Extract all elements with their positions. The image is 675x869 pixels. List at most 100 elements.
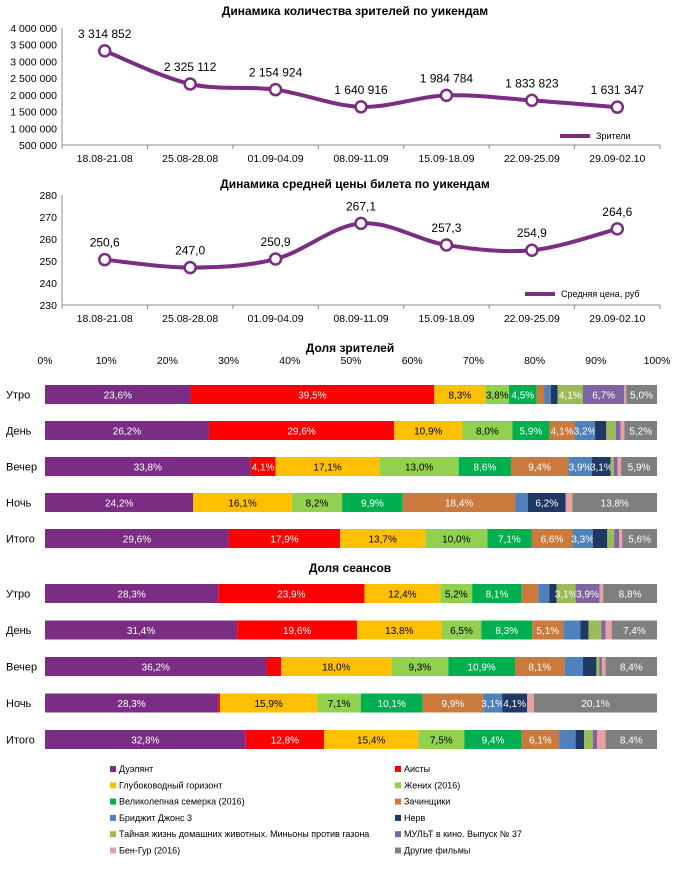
data-point xyxy=(97,44,112,58)
row-label: День xyxy=(6,426,32,438)
data-label: 250,9 xyxy=(261,235,291,249)
bar-segment xyxy=(515,657,565,676)
bar-segment xyxy=(45,385,191,404)
bar-value-label: 10,9% xyxy=(467,663,495,674)
bar-segment xyxy=(601,657,606,676)
bar-segment xyxy=(324,730,419,749)
bar-segment xyxy=(613,457,618,476)
bar-segment xyxy=(531,529,573,548)
bar-segment xyxy=(458,457,511,476)
bar-segment xyxy=(418,730,465,749)
legend-label: Зрители xyxy=(596,131,630,141)
bar-value-label: 8,8% xyxy=(619,590,642,601)
bar-segment xyxy=(245,730,325,749)
y-tick-label: 260 xyxy=(39,234,57,246)
data-point xyxy=(439,238,454,252)
legend-label: Глубоководный горизонт xyxy=(119,780,222,790)
chart-title: Динамика количества зрителей по уикендам xyxy=(222,4,489,18)
legend-swatch xyxy=(395,847,401,854)
bar-value-label: 29,6% xyxy=(123,535,151,546)
bar-segment xyxy=(291,493,343,512)
data-point xyxy=(354,216,368,231)
chart-title: Доля зрителей xyxy=(306,341,394,355)
bar-segment xyxy=(599,584,604,603)
bar-value-label: 8,1% xyxy=(486,590,509,601)
bar-segment xyxy=(611,620,657,640)
bar-value-label: 7,5% xyxy=(430,736,453,747)
bar-value-label: 10,9% xyxy=(414,427,442,438)
x-tick-label: 25.08-28.08 xyxy=(162,153,218,165)
bar-value-label: 18,4% xyxy=(445,499,473,510)
y-tick-label: 250 xyxy=(39,256,57,268)
legend-swatch xyxy=(110,831,116,838)
bar-segment xyxy=(45,529,229,548)
bar-segment xyxy=(357,620,442,640)
bar-segment xyxy=(422,693,484,713)
bar-segment xyxy=(584,730,593,749)
bar-value-label: 26,2% xyxy=(113,427,141,438)
bar-segment xyxy=(508,385,537,404)
bar-segment xyxy=(487,529,532,548)
x-tick-label: 30% xyxy=(218,355,239,367)
legend-label: Великолепная семерка (2016) xyxy=(119,797,245,807)
bar-value-label: 9,9% xyxy=(361,499,384,510)
bar-segment xyxy=(617,457,622,476)
bar-segment xyxy=(440,584,473,603)
bar-value-label: 6,7% xyxy=(592,391,615,402)
bar-segment xyxy=(521,584,539,603)
bar-segment xyxy=(483,693,503,713)
bar-segment xyxy=(572,493,657,512)
data-label: 1 640 916 xyxy=(334,83,388,97)
y-tick-label: 4 000 000 xyxy=(10,23,57,35)
bar-value-label: 9,4% xyxy=(528,463,551,474)
legend-swatch xyxy=(395,766,401,772)
bar-value-label: 28,3% xyxy=(117,590,145,601)
bar-segment xyxy=(568,457,592,476)
bar-value-label: 3,1% xyxy=(555,590,578,601)
y-tick-label: 3 500 000 xyxy=(10,40,57,52)
bar-segment xyxy=(228,529,341,548)
bar-segment xyxy=(237,620,358,640)
bar-segment xyxy=(45,457,251,476)
bar-segment xyxy=(596,657,600,676)
bar-segment xyxy=(441,620,482,640)
bar-value-label: 3,9% xyxy=(569,463,592,474)
x-tick-label: 0% xyxy=(37,355,52,367)
bar-segment xyxy=(527,493,566,512)
x-tick-label: 100% xyxy=(644,355,671,367)
data-label: 247,0 xyxy=(175,244,205,258)
data-point xyxy=(525,243,539,257)
y-tick-label: 3 000 000 xyxy=(10,56,57,68)
data-point xyxy=(354,100,368,114)
bar-value-label: 5,6% xyxy=(628,535,651,546)
data-label: 257,3 xyxy=(431,221,461,235)
x-tick-label: 22.09-25.09 xyxy=(504,153,560,165)
bar-value-label: 13,8% xyxy=(601,499,629,510)
bar-segment xyxy=(607,529,615,548)
legend-swatch xyxy=(110,782,116,789)
data-label: 3 314 852 xyxy=(78,27,132,41)
data-point xyxy=(183,260,197,275)
legend-swatch xyxy=(110,814,116,821)
data-label: 250,6 xyxy=(90,236,120,250)
bar-segment xyxy=(425,529,488,548)
data-point xyxy=(268,252,283,266)
data-label: 254,9 xyxy=(517,226,547,240)
bar-segment xyxy=(538,584,550,603)
bar-value-label: 5,9% xyxy=(520,427,543,438)
data-label: 1 984 784 xyxy=(420,71,474,85)
x-tick-label: 90% xyxy=(585,355,606,367)
data-point xyxy=(268,82,283,97)
data-label: 2 325 112 xyxy=(164,60,217,74)
bar-value-label: 7,1% xyxy=(498,535,521,546)
bar-segment xyxy=(434,385,486,404)
row-label: Итого xyxy=(6,534,35,546)
bar-value-label: 5,2% xyxy=(445,590,468,601)
bar-segment xyxy=(45,657,267,676)
row-label: Утро xyxy=(6,390,30,402)
legend-swatch xyxy=(110,766,116,772)
bar-segment xyxy=(592,730,598,749)
bar-segment xyxy=(402,493,516,512)
bar-segment xyxy=(572,529,594,548)
bar-value-label: 12,8% xyxy=(271,736,299,747)
